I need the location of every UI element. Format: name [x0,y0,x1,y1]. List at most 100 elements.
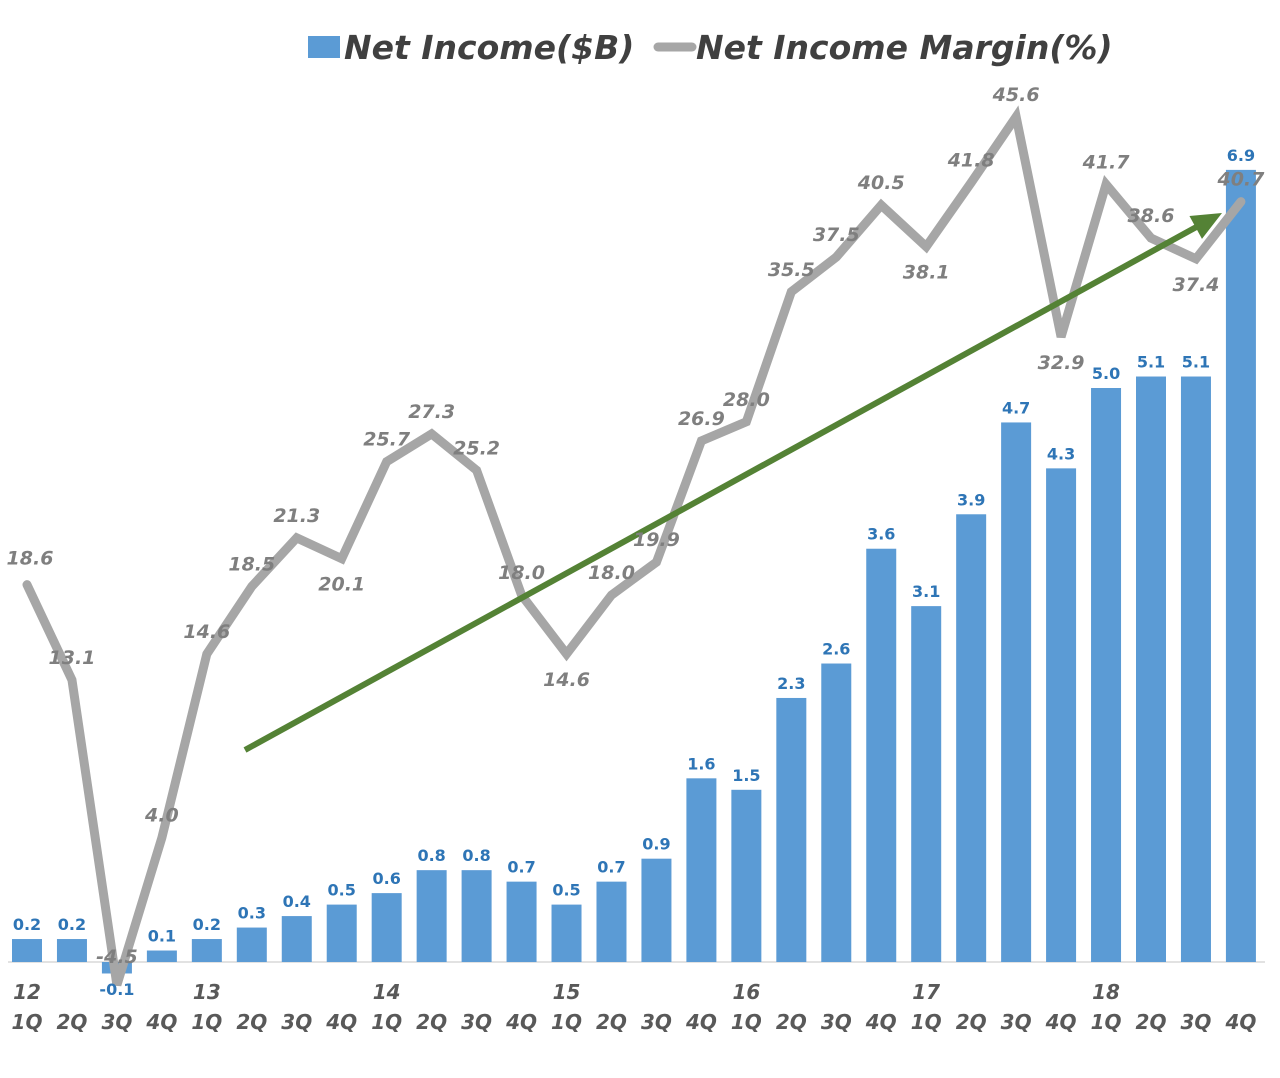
bar-value-label: 0.9 [642,835,670,854]
year-label: 14 [373,980,401,1004]
quarter-label: 3Q [281,1010,312,1034]
year-label: 13 [193,980,221,1004]
quarter-label: 3Q [101,1010,132,1034]
bar-value-label: 4.3 [1047,444,1075,463]
margin-value-label: 41.7 [1082,151,1131,173]
bar [506,881,537,962]
bar-value-label: 5.1 [1182,353,1210,372]
margin-value-label: 40.5 [857,172,905,194]
quarter-label: 3Q [821,1010,852,1034]
bar [461,870,492,962]
bar-value-label: 4.7 [1002,398,1030,417]
bar-value-label: 3.6 [867,525,895,544]
bar [326,904,357,962]
margin-value-label: 13.1 [49,647,96,669]
bar-value-label: 0.2 [13,915,41,934]
bar-value-label: 5.1 [1137,353,1165,372]
margin-value-label: -4.5 [96,946,138,968]
trend-arrow-line [243,222,1202,753]
quarter-label: 3Q [1001,1010,1032,1034]
bar [641,858,672,962]
margin-value-label: 18.0 [588,562,635,584]
margin-value-label: 18.5 [228,553,275,575]
quarter-label: 1Q [191,1010,222,1034]
quarter-label: 4Q [1045,1010,1077,1034]
margin-value-label: 38.1 [903,262,950,284]
bar [821,663,852,962]
quarter-label: 4Q [865,1010,897,1034]
bar [731,789,762,962]
margin-value-label: 27.3 [408,401,455,423]
bar-value-label: 0.7 [507,858,535,877]
quarter-label: 4Q [685,1010,717,1034]
bar-value-label: 0.8 [417,846,445,865]
quarter-label: 2Q [56,1010,87,1034]
margin-value-label: 21.3 [273,505,320,527]
bar [191,939,222,962]
quarter-label: 2Q [956,1010,987,1034]
margin-value-label: 37.4 [1173,274,1220,296]
bar [146,950,177,962]
quarter-label: 1Q [371,1010,402,1034]
bar [776,697,807,962]
bar-value-label: 0.6 [373,869,401,888]
bar [551,904,582,962]
bar [866,548,897,962]
quarter-label: 3Q [461,1010,492,1034]
margin-value-label: 35.5 [768,259,815,281]
quarter-label: 4Q [505,1010,537,1034]
quarter-label: 1Q [551,1010,582,1034]
bar-value-label: 3.9 [957,490,985,509]
bar-value-label: 5.0 [1092,364,1120,383]
bar [686,778,717,962]
bar-value-label: 0.5 [328,881,356,900]
bar-value-label: 1.5 [732,766,760,785]
margin-value-label: 4.0 [144,805,179,827]
margin-value-label: 14.6 [183,621,230,643]
bar [911,606,942,962]
year-label: 16 [732,980,760,1004]
year-label: 17 [912,980,940,1004]
trend-arrowhead-icon [1189,213,1222,239]
legend-label-net-income: Net Income($B) [344,28,634,67]
margin-value-label: 40.7 [1216,169,1265,191]
quarter-label: 4Q [325,1010,357,1034]
quarter-label: 1Q [731,1010,762,1034]
legend-swatch-net-income [308,36,340,58]
quarter-label: 2Q [1136,1010,1167,1034]
margin-value-label: 14.6 [543,669,590,691]
bar [56,939,87,962]
bar-value-label: 0.8 [462,846,490,865]
bar-value-label: 0.5 [552,881,580,900]
bar-value-label: 3.1 [912,582,940,601]
margin-value-label: 25.2 [453,437,500,459]
bar [596,881,627,962]
bar-value-label: 0.3 [238,904,266,923]
margin-value-label: 38.6 [1128,205,1175,227]
margin-value-label: 19.9 [633,529,680,551]
margin-value-label: 18.6 [7,548,54,570]
margin-value-label: 18.0 [498,562,545,584]
bar [1136,376,1166,962]
bar [1091,388,1122,962]
bar [956,514,987,962]
bar-value-label: -0.1 [99,980,134,999]
bar [1001,422,1032,962]
quarter-label: 1Q [911,1010,942,1034]
margin-value-label: 28.0 [723,389,770,411]
margin-line [22,105,1246,987]
bar [1180,376,1211,962]
quarter-label: 4Q [145,1010,177,1034]
bar-value-label: 2.6 [822,640,850,659]
margin-value-label: 20.1 [318,574,365,596]
year-label: 18 [1092,980,1120,1004]
quarter-label: 2Q [596,1010,627,1034]
margin-value-label: 37.5 [813,224,860,246]
bar-value-label: 0.4 [283,892,311,911]
bar [371,893,402,962]
margin-value-label: 45.6 [992,84,1040,106]
quarter-label: 4Q [1224,1010,1256,1034]
bar-value-label: 0.7 [597,858,625,877]
bar-value-label: 0.2 [193,915,221,934]
